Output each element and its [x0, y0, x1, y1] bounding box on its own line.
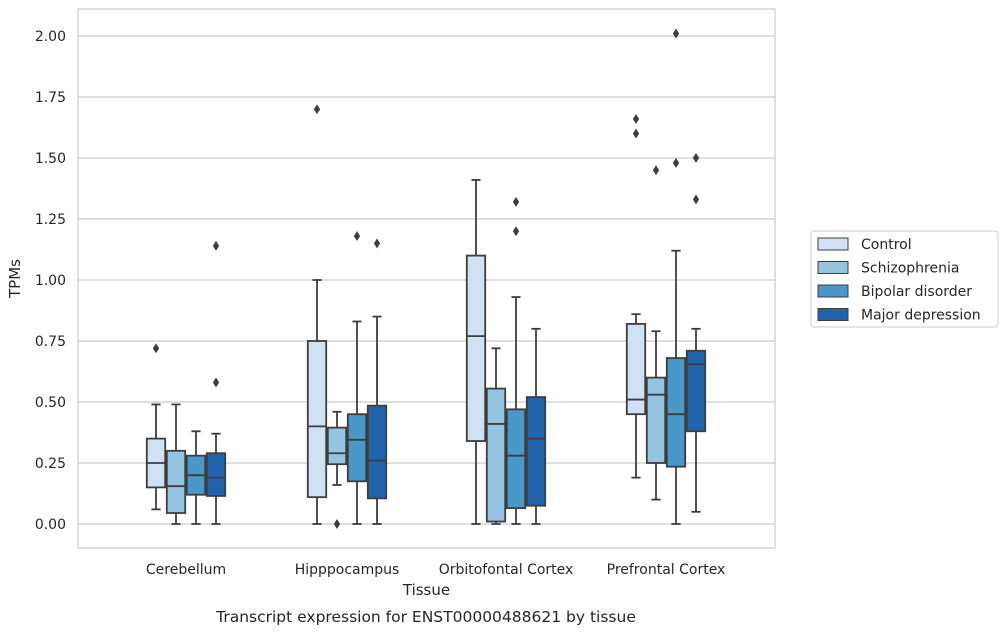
plot-area: [77, 8, 776, 549]
box-bipolar-disorder: [346, 231, 368, 525]
legend-label: Control: [861, 237, 912, 253]
y-tick-label: 1.00: [35, 273, 66, 289]
box-iqr: [165, 449, 187, 514]
box-iqr: [205, 452, 227, 497]
box-schizophrenia: [165, 403, 187, 525]
box-major-depression: [366, 238, 388, 525]
box-control: [625, 114, 647, 479]
outlier-point: [632, 114, 640, 124]
legend: Control Schizophrenia Bipolar disorder Majo…: [810, 230, 999, 328]
x-tick-label: Cerebellum: [146, 562, 226, 578]
outlier-point: [672, 157, 680, 168]
y-tick-label: 1.75: [35, 90, 66, 106]
y-tick-labels: 0.00 0.25 0.50 0.75 1.00 1.25 1.50 1.75 2.00: [35, 29, 66, 533]
box-iqr: [505, 408, 527, 510]
box-iqr: [306, 340, 328, 499]
outlier-point: [373, 238, 381, 249]
outlier-point: [692, 153, 700, 163]
box-bipolar-disorder: [665, 28, 687, 525]
outlier-point: [692, 194, 700, 205]
outlier-point: [512, 196, 520, 207]
x-axis-label: Tissue: [402, 581, 450, 599]
box-iqr: [645, 376, 667, 464]
y-axis-label: TPMs: [6, 259, 24, 299]
outlier-point: [353, 231, 361, 242]
box-schizophrenia: [645, 165, 667, 501]
box-bipolar-disorder: [505, 196, 527, 525]
legend-label: Major depression: [861, 308, 981, 324]
box-control: [306, 104, 328, 525]
legend-swatch: [817, 308, 849, 321]
outlier-point: [512, 226, 520, 237]
outlier-point: [212, 240, 220, 251]
outlier-point: [313, 104, 321, 115]
box-major-depression: [205, 240, 227, 525]
box-iqr: [665, 357, 687, 468]
y-tick-label: 1.50: [35, 151, 66, 167]
boxes: [145, 28, 707, 529]
box-major-depression: [685, 153, 707, 513]
box-iqr: [326, 426, 348, 466]
box-control: [145, 343, 167, 511]
box-major-depression: [525, 327, 547, 525]
chart-caption: Transcript expression for ENST0000048862…: [215, 608, 636, 626]
y-tick-label: 0.75: [35, 334, 66, 350]
y-tick-label: 1.25: [35, 212, 66, 228]
legend-label: Schizophrenia: [861, 261, 959, 277]
x-tick-label: Hipppocampus: [295, 562, 400, 578]
box-iqr: [485, 387, 507, 523]
outlier-point: [672, 28, 680, 39]
box-iqr: [625, 323, 647, 416]
box-schizophrenia: [485, 347, 507, 525]
outlier-point: [652, 165, 660, 176]
y-tick-label: 0.50: [35, 395, 66, 411]
y-tick-label: 0.00: [35, 517, 66, 533]
legend-swatch: [817, 237, 849, 251]
y-tick-label: 0.25: [35, 456, 66, 472]
x-tick-label: Orbitofontal Cortex: [439, 562, 574, 578]
outlier-point: [333, 519, 341, 529]
box-iqr: [465, 254, 487, 442]
x-tick-labels: Cerebellum Hipppocampus Orbitofontal Corte…: [146, 562, 725, 578]
box-iqr: [685, 349, 707, 433]
box-control: [465, 179, 487, 525]
outlier-point: [152, 343, 160, 354]
box-schizophrenia: [326, 410, 348, 529]
legend-swatch: [817, 261, 849, 274]
legend-swatch: [817, 284, 849, 298]
legend-frame: [810, 230, 999, 328]
y-tick-label: 2.00: [35, 29, 66, 45]
box-bipolar-disorder: [185, 430, 207, 525]
box-iqr: [366, 404, 388, 500]
outlier-point: [212, 377, 220, 388]
legend-label: Bipolar disorder: [861, 284, 972, 300]
outlier-point: [632, 128, 640, 139]
box-iqr: [346, 413, 368, 483]
box-iqr: [525, 396, 547, 507]
x-tick-label: Prefrontal Cortex: [607, 562, 726, 578]
